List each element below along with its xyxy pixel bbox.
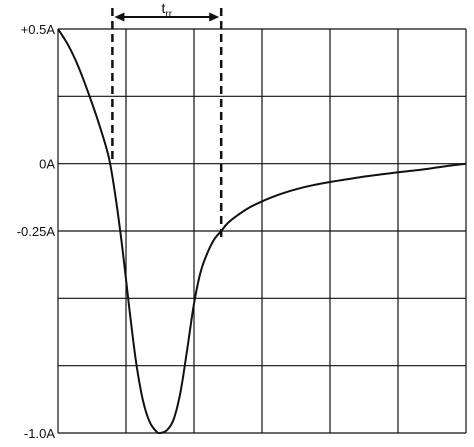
trr-label-main: t xyxy=(162,0,166,16)
trr-annotation: trr xyxy=(111,0,223,241)
y-tick-label: 0A xyxy=(39,157,55,172)
y-tick-labels: +0.5A 0A -0.25A -1.0A xyxy=(17,22,56,441)
trr-arrowhead-left xyxy=(114,12,125,22)
trr-label: trr xyxy=(162,0,173,20)
y-tick-label: -1.0A xyxy=(24,426,55,441)
y-tick-label: -0.25A xyxy=(17,224,56,239)
trr-label-sub: rr xyxy=(165,9,172,20)
trr-arrowhead-right xyxy=(209,12,220,22)
grid xyxy=(57,28,467,434)
current-curve xyxy=(57,28,467,435)
y-tick-label: +0.5A xyxy=(21,22,56,37)
